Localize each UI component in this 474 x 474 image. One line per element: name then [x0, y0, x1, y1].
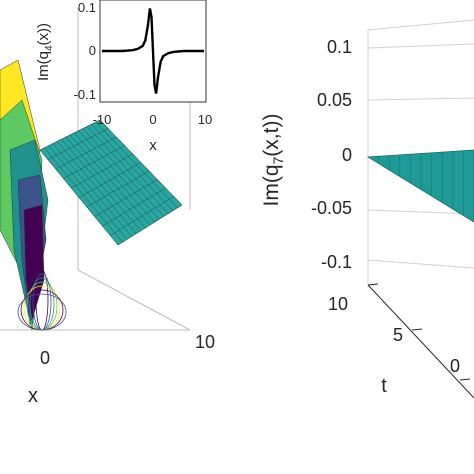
left-x-tick-10: 10: [195, 332, 215, 352]
left-surface-sheet: [39, 119, 183, 246]
left-x-tick-0: 0: [40, 348, 50, 368]
inset-y-tick-mid: 0: [89, 43, 96, 58]
inset-x-axis-label: x: [149, 137, 157, 154]
right-surface-mesh: [378, 150, 474, 222]
left-surface-trough: [23, 204, 45, 321]
right-t-axis-label: t: [381, 375, 387, 397]
left-mesh-line: [102, 187, 166, 227]
left-mesh-line: [117, 204, 183, 246]
left-mesh-line: [78, 162, 142, 198]
right-axis-line: [367, 283, 474, 399]
right-z-tick-3: -0.05: [311, 198, 352, 218]
right-z-axis-label: Im(q7(x,t)): [260, 114, 286, 207]
inset-y-axis-label: Im(q4(x)): [35, 23, 55, 81]
inset-x-tick-left: -10: [93, 112, 112, 127]
right-z-tick-4: -0.1: [321, 252, 352, 272]
inset-series-line: [102, 8, 204, 94]
inset-x-tick-mid: 0: [149, 112, 156, 127]
right-t-tick-10: 10: [328, 294, 348, 314]
left-mesh-line: [71, 153, 133, 189]
left-mesh-line: [55, 136, 117, 170]
left-mesh-line: [94, 179, 158, 217]
left-contour-lines: [17, 269, 67, 331]
inset-y-tick-bot: -0.1: [74, 87, 96, 102]
inset-y-tick-top: 0.1: [78, 0, 96, 15]
left-x-axis: 0 10 x: [28, 332, 215, 407]
left-mesh-line: [47, 128, 109, 160]
right-z-tick-0: 0.1: [327, 37, 352, 57]
left-x-axis-label: x: [28, 385, 38, 407]
right-z-tick-1: 0.05: [317, 90, 352, 110]
right-z-axis: 0.1 0.05 0 -0.05 -0.1 Im(q7(x,t)): [260, 37, 352, 272]
left-mesh-line: [110, 196, 174, 236]
right-axes-box: [367, 19, 474, 285]
right-z-tick-2: 0: [342, 145, 352, 165]
right-t-tick-5: 5: [393, 325, 403, 345]
left-mesh-line: [39, 119, 101, 151]
left-mesh-line: [86, 170, 150, 208]
right-t-axis: 10 5 0 t: [328, 294, 460, 397]
right-t-tick-0: 0: [450, 356, 460, 376]
inset-x-tick-right: 10: [198, 112, 212, 127]
inset-chart: 0.1 0 -0.1 -10 0 10 x Im(q4(x)): [35, 0, 212, 154]
left-mesh-line: [63, 145, 125, 179]
left-surface-plot: [0, 59, 183, 331]
